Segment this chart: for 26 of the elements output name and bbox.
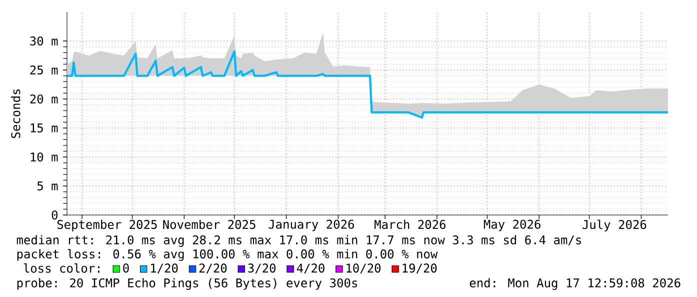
y-tick-label: 30 m xyxy=(30,36,58,46)
x-tick-label: March 2026 xyxy=(374,220,446,229)
y-tick-label: 5 m xyxy=(37,182,58,190)
y-axis-title: Seconds xyxy=(10,89,20,138)
x-tick-label: July 2026 xyxy=(582,220,646,232)
x-tick-label: January 2026 xyxy=(268,220,354,232)
y-tick-label: 15 m xyxy=(30,124,58,132)
x-tick-label: November 2025 xyxy=(163,220,256,229)
y-tick-label: 0 xyxy=(52,210,58,220)
legend-label: 1/20 xyxy=(151,264,178,274)
y-tick-label: 25 m xyxy=(30,65,58,75)
legend-label: 4/20 xyxy=(296,264,324,274)
legend-title: loss color: xyxy=(24,263,100,273)
legend-label: 19/20 xyxy=(402,264,437,274)
legend-label: 3/20 xyxy=(248,264,276,274)
x-tick-label: September 2025 xyxy=(57,220,157,232)
y-tick-label: 10 m xyxy=(30,152,58,162)
text: end: Mon Aug 17 12:59:08 2026 xyxy=(470,278,680,290)
legend-label: 0 xyxy=(123,264,129,273)
y-tick-label: 20 m xyxy=(30,94,58,104)
text: median rtt: 21.0 ms avg 28.2 ms max 17.0 ms min 17.7 ms now 3.3 ms sd 6.4 am/s xyxy=(16,235,581,247)
legend-label: 10/20 xyxy=(346,264,381,274)
x-tick-label: May 2026 xyxy=(484,220,540,232)
legend-label: 2/20 xyxy=(199,264,227,274)
text: probe: 20 ICMP Echo Pings (56 Bytes) every 300s xyxy=(17,278,358,290)
text: packet loss: 0.56 % avg 100.00 % max 0.00 % min 0.00 % now xyxy=(17,249,438,261)
